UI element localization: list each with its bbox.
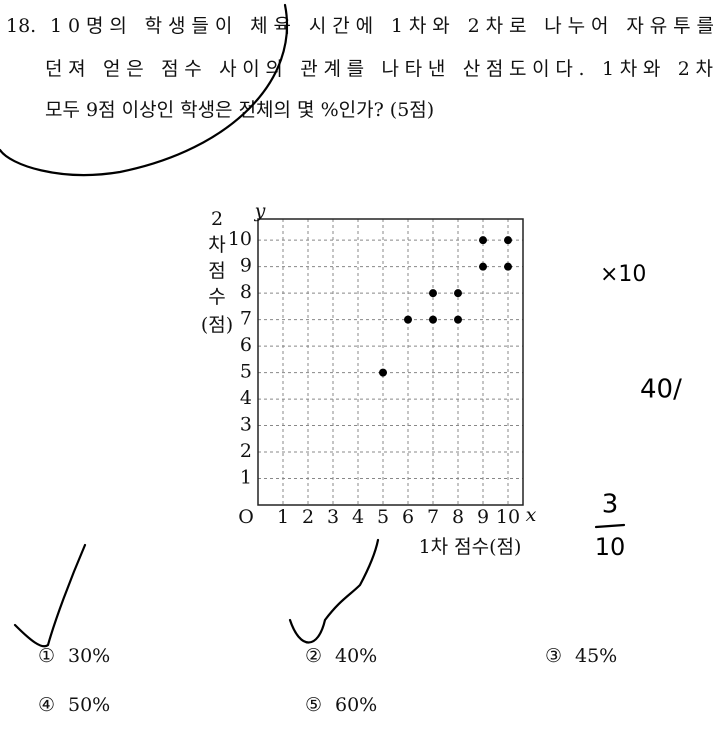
y-axis-title: (점)	[201, 314, 233, 336]
choice-text: 40%	[335, 645, 377, 667]
y-tick-label: 5	[240, 361, 252, 383]
choice-text: 30%	[68, 645, 110, 667]
point	[429, 315, 437, 324]
point	[479, 262, 487, 271]
x-tick-label: 6	[402, 506, 414, 528]
point	[504, 262, 512, 271]
fraction-bar	[594, 523, 626, 529]
x-tick-label: 2	[302, 506, 314, 528]
choice-marker: ④	[38, 694, 55, 716]
x-tick-label: 10	[496, 506, 520, 528]
plot-frame	[257, 218, 524, 506]
point	[429, 289, 437, 298]
choice-marker: ③	[545, 645, 562, 667]
y-tick-label: 7	[240, 308, 252, 330]
choice-marker: ①	[38, 645, 55, 667]
point	[479, 236, 487, 245]
x-tick-label: 3	[327, 506, 339, 528]
y-tick-label: 2	[240, 440, 252, 462]
note: 10	[595, 533, 626, 561]
y-tick-label: 6	[240, 334, 252, 356]
x-tick-label: 5	[377, 506, 389, 528]
question-line: 10명의 학생들이 체육 시간에 1차와 2차로 나누어 자유투를	[50, 15, 714, 37]
point	[454, 315, 462, 324]
point	[454, 289, 462, 298]
question-line: 모두 9점 이상인 학생은 전체의 몇 %인가? (5점)	[45, 99, 434, 121]
question-line: 던져 얻은 점수 사이의 관계를 나타낸 산점도이다. 1차와 2차	[45, 58, 713, 80]
choice-text: 45%	[575, 645, 617, 667]
y-tick-label: 3	[240, 414, 252, 436]
y-axis-title: 점	[208, 260, 225, 282]
y-tick-label: 9	[240, 255, 252, 277]
y-tick-label: 10	[228, 228, 252, 250]
note: 40/	[640, 375, 682, 405]
note: 3	[602, 490, 619, 520]
x-tick-label: 7	[427, 506, 439, 528]
y-tick-label: 1	[240, 467, 252, 489]
point	[504, 236, 512, 245]
x-axis-name: x	[526, 504, 537, 526]
choice-marker: ②	[305, 645, 322, 667]
choice-text: 50%	[68, 694, 110, 716]
point	[379, 368, 387, 377]
x-tick-label: 9	[477, 506, 489, 528]
question-number: 18.	[6, 15, 36, 37]
x-axis-title: 1차 점수(점)	[419, 536, 522, 558]
y-axis-title: 차	[208, 234, 225, 256]
point	[404, 315, 412, 324]
x-tick-label: 4	[352, 506, 364, 528]
check-mark	[288, 538, 380, 644]
x-tick-label: 1	[277, 506, 289, 528]
origin-label: O	[238, 506, 254, 528]
y-axis-title: 수	[208, 286, 225, 308]
y-axis-title: 2	[211, 208, 223, 230]
y-tick-label: 4	[240, 387, 252, 409]
y-axis-name: y	[254, 200, 266, 222]
check-mark	[13, 543, 87, 648]
choice-text: 60%	[335, 694, 377, 716]
note: ×10	[600, 262, 646, 287]
x-tick-label: 8	[452, 506, 464, 528]
y-tick-label: 8	[240, 281, 252, 303]
hand-circle	[0, 3, 288, 176]
choice-marker: ⑤	[305, 694, 322, 716]
